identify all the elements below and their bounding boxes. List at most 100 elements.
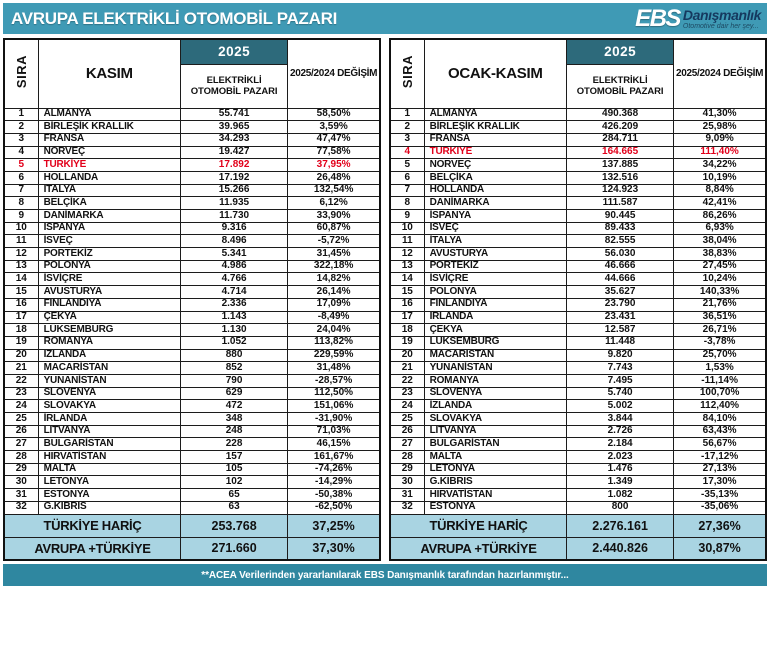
cell-rank: 6 xyxy=(389,170,425,185)
cell-change: 17,30% xyxy=(673,475,767,490)
cell-value: 19.427 xyxy=(179,145,289,160)
cell-change: -17,12% xyxy=(673,450,767,464)
cell-change: 3,59% xyxy=(287,120,381,134)
cell-rank: 13 xyxy=(389,259,425,274)
table-row: 4 TÜRKİYE 164.665 111,40% xyxy=(389,145,767,160)
table-row: 23 SLOVENYA 629 112,50% xyxy=(3,386,381,401)
page-title: AVRUPA ELEKTRİKLİ OTOMOBİL PAZARI xyxy=(11,8,338,28)
cell-country: İRLANDA xyxy=(37,412,181,426)
cell-country: LÜKSEMBURG xyxy=(37,323,181,337)
cell-rank: 3 xyxy=(389,132,425,147)
cell-rank: 19 xyxy=(389,335,425,350)
cell-country: İZLANDA xyxy=(423,399,567,413)
cell-change: 34,22% xyxy=(673,158,767,172)
table-row: 32 ESTONYA 800 -35,06% xyxy=(389,500,767,515)
table-row: 19 LÜKSEMBURG 11.448 -3,78% xyxy=(389,335,767,350)
column-header-year: 2025 xyxy=(179,38,289,65)
cell-country: AVUSTURYA xyxy=(37,285,181,299)
table-row: 32 G.KIBRIS 63 -62,50% xyxy=(3,500,381,515)
cell-value: 46.666 xyxy=(565,259,675,274)
totals-label: TÜRKİYE HARİÇ xyxy=(3,513,181,538)
cell-rank: 31 xyxy=(3,488,39,502)
cell-country: YUNANİSTAN xyxy=(37,373,181,388)
cell-rank: 18 xyxy=(3,323,39,337)
cell-value: 1.052 xyxy=(179,335,289,350)
cell-change: 27,45% xyxy=(673,259,767,274)
cell-change: 161,67% xyxy=(287,450,381,464)
cell-rank: 19 xyxy=(3,335,39,350)
table-row: 29 MALTA 105 -74,26% xyxy=(3,462,381,477)
table-row: 17 ÇEKYA 1.143 -8,49% xyxy=(3,310,381,325)
totals-value: 253.768 xyxy=(179,513,289,538)
cell-country: ALMANYA xyxy=(37,107,181,122)
totals-value: 271.660 xyxy=(179,536,289,561)
cell-rank: 32 xyxy=(389,500,425,515)
cell-value: 15.266 xyxy=(179,183,289,198)
cell-value: 629 xyxy=(179,386,289,401)
cell-value: 89.433 xyxy=(565,221,675,236)
table-row: 1 ALMANYA 490.368 41,30% xyxy=(389,107,767,122)
cell-change: 33,90% xyxy=(287,209,381,223)
cell-change: 25,98% xyxy=(673,120,767,134)
cell-value: 90.445 xyxy=(565,209,675,223)
cell-country: FRANSA xyxy=(423,132,567,147)
cell-rank: 22 xyxy=(389,373,425,388)
cell-country: LETONYA xyxy=(423,462,567,477)
cell-change: 112,40% xyxy=(673,399,767,413)
cell-change: 14,82% xyxy=(287,272,381,287)
cell-country: HOLLANDA xyxy=(37,170,181,185)
table-row: 24 İZLANDA 5.002 112,40% xyxy=(389,399,767,413)
cell-rank: 11 xyxy=(3,234,39,249)
cell-country: TÜRKİYE xyxy=(37,158,181,172)
table-row: 28 HIRVATİSTAN 157 161,67% xyxy=(3,450,381,464)
cell-country: DANİMARKA xyxy=(37,209,181,223)
cell-change: -50,38% xyxy=(287,488,381,502)
cell-country: İZLANDA xyxy=(37,348,181,363)
tables-container: SIRA KASIM 2025 2025/2024 DEĞİŞİM ELEKTR… xyxy=(3,38,767,561)
table-kasim: SIRA KASIM 2025 2025/2024 DEĞİŞİM ELEKTR… xyxy=(3,38,381,561)
table-row: 8 BELÇİKA 11.935 6,12% xyxy=(3,196,381,210)
cell-country: ALMANYA xyxy=(423,107,567,122)
table-row: 6 HOLLANDA 17.192 26,48% xyxy=(3,170,381,185)
cell-rank: 26 xyxy=(3,424,39,439)
cell-rank: 26 xyxy=(389,424,425,439)
cell-value: 2.023 xyxy=(565,450,675,464)
column-header-period: KASIM xyxy=(37,38,181,109)
cell-change: -74,26% xyxy=(287,462,381,477)
table-row: 5 NORVEÇ 137.885 34,22% xyxy=(389,158,767,172)
cell-country: İSVİÇRE xyxy=(37,272,181,287)
table-row: 26 LİTVANYA 2.726 63,43% xyxy=(389,424,767,439)
cell-country: İRLANDA xyxy=(423,310,567,325)
cell-rank: 8 xyxy=(389,196,425,210)
cell-value: 800 xyxy=(565,500,675,515)
cell-value: 790 xyxy=(179,373,289,388)
cell-country: BULGARİSTAN xyxy=(423,437,567,452)
table-row: 22 YUNANİSTAN 790 -28,57% xyxy=(3,373,381,388)
cell-value: 5.341 xyxy=(179,247,289,261)
cell-change: 1,53% xyxy=(673,361,767,375)
cell-rank: 13 xyxy=(3,259,39,274)
totals-value: 2.276.161 xyxy=(565,513,675,538)
cell-rank: 28 xyxy=(3,450,39,464)
cell-country: YUNANİSTAN xyxy=(423,361,567,375)
cell-rank: 20 xyxy=(389,348,425,363)
cell-rank: 5 xyxy=(389,158,425,172)
cell-rank: 15 xyxy=(3,285,39,299)
table-row: 21 YUNANİSTAN 7.743 1,53% xyxy=(389,361,767,375)
cell-value: 111.587 xyxy=(565,196,675,210)
cell-change: 229,59% xyxy=(287,348,381,363)
cell-country: AVUSTURYA xyxy=(423,247,567,261)
cell-rank: 12 xyxy=(389,247,425,261)
cell-country: LÜKSEMBURG xyxy=(423,335,567,350)
table-row: 23 SLOVENYA 5.740 100,70% xyxy=(389,386,767,401)
brand-logo: EBS Danışmanlık Otomotive dair her şey..… xyxy=(635,6,761,31)
totals-label: TÜRKİYE HARİÇ xyxy=(389,513,567,538)
cell-change: 21,76% xyxy=(673,297,767,312)
cell-rank: 17 xyxy=(3,310,39,325)
cell-country: MACARİSTAN xyxy=(423,348,567,363)
cell-rank: 10 xyxy=(389,221,425,236)
cell-rank: 21 xyxy=(3,361,39,375)
cell-country: İSPANYA xyxy=(37,221,181,236)
cell-value: 23.431 xyxy=(565,310,675,325)
cell-value: 2.726 xyxy=(565,424,675,439)
